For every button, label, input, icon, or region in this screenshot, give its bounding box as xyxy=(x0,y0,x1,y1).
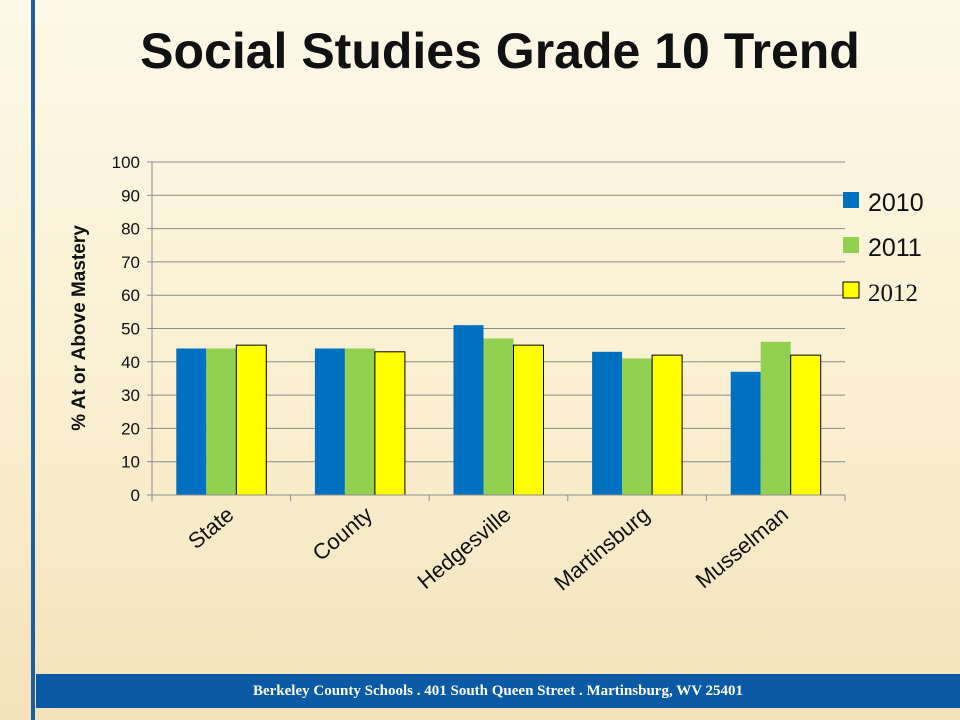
footer-bar: Berkeley County Schools . 401 South Quee… xyxy=(36,674,960,708)
bar-2012-martinsburg xyxy=(651,354,683,496)
y-tick-label: 30 xyxy=(121,386,140,405)
bar-2012-hedgesville xyxy=(513,344,544,496)
y-axis-label: % At or Above Mastery xyxy=(69,225,90,431)
x-tick-label: Hedgesville xyxy=(413,502,516,594)
bar-2012-state xyxy=(235,344,267,496)
bar-2012-county xyxy=(374,351,406,496)
x-axis-ticks: State County Hedgesville Martinsburg Musselm… xyxy=(151,495,846,596)
x-tick-label: Martinsburg xyxy=(549,502,654,596)
legend-label: 2012 xyxy=(868,280,918,307)
y-tick-label: 90 xyxy=(121,186,140,205)
y-tick-label: 0 xyxy=(131,486,140,505)
left-accent-rule xyxy=(31,0,35,720)
bar-2011-hedgesville xyxy=(483,338,514,495)
bar-2012-musselman xyxy=(790,354,822,496)
legend-swatch xyxy=(843,237,859,253)
y-tick-label: 40 xyxy=(121,353,140,372)
x-tick-label: Musselman xyxy=(691,502,793,593)
bar-2010-county xyxy=(314,348,345,495)
y-tick-label: 100 xyxy=(112,153,140,172)
x-tick-label: State xyxy=(183,502,238,554)
gridlines xyxy=(152,161,845,463)
bar-2010-state xyxy=(176,348,207,495)
y-axis-ticks: 0 10 20 30 40 50 60 70 80 90 100 xyxy=(112,153,152,505)
legend-swatch xyxy=(843,192,859,208)
bar-2011-state xyxy=(206,348,237,495)
bar-2011-martinsburg xyxy=(622,358,653,495)
bar-2010-musselman xyxy=(730,371,761,495)
bars xyxy=(176,325,822,496)
y-tick-label: 10 xyxy=(121,453,140,472)
legend-swatch xyxy=(842,281,860,299)
axes xyxy=(151,162,845,496)
legend-label: 2010 xyxy=(868,189,924,217)
y-tick-label: 70 xyxy=(121,253,140,272)
bar-chart: 0 10 20 30 40 50 60 70 80 90 100 State County Hedges… xyxy=(69,153,924,596)
y-tick-label: 60 xyxy=(121,286,140,305)
legend-label: 2011 xyxy=(868,234,922,262)
y-tick-label: 20 xyxy=(121,419,140,438)
y-tick-label: 50 xyxy=(121,320,140,339)
legend: 2010 2011 2012 xyxy=(842,189,924,307)
y-tick-label: 80 xyxy=(121,220,140,239)
bar-2011-county xyxy=(344,348,375,495)
slide-title: Social Studies Grade 10 Trend xyxy=(140,23,860,79)
bar-2010-hedgesville xyxy=(453,325,484,495)
x-tick-label: County xyxy=(308,502,377,566)
bar-2010-martinsburg xyxy=(592,351,623,495)
bar-2011-musselman xyxy=(760,341,791,495)
